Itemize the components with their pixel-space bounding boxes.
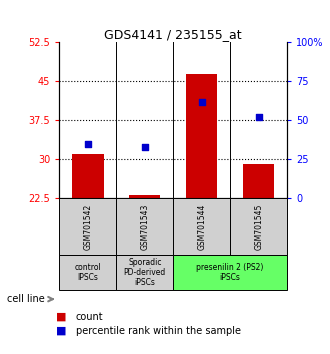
Text: GSM701543: GSM701543 xyxy=(140,203,149,250)
Text: Sporadic
PD-derived
iPSCs: Sporadic PD-derived iPSCs xyxy=(124,258,166,287)
Text: GSM701542: GSM701542 xyxy=(83,204,92,250)
Text: ■: ■ xyxy=(56,312,67,322)
Bar xyxy=(59,255,116,290)
Text: GSM701545: GSM701545 xyxy=(254,203,263,250)
Text: presenilin 2 (PS2)
iPSCs: presenilin 2 (PS2) iPSCs xyxy=(196,263,264,282)
Point xyxy=(142,144,148,150)
Bar xyxy=(129,195,160,198)
Bar xyxy=(243,165,274,198)
Bar xyxy=(59,198,116,255)
Bar xyxy=(72,154,104,198)
Bar xyxy=(173,198,230,255)
Text: ■: ■ xyxy=(56,326,67,336)
Bar xyxy=(116,198,173,255)
Text: cell line: cell line xyxy=(7,294,44,304)
Text: percentile rank within the sample: percentile rank within the sample xyxy=(76,326,241,336)
Text: count: count xyxy=(76,312,104,322)
Bar xyxy=(173,255,287,290)
Title: GDS4141 / 235155_at: GDS4141 / 235155_at xyxy=(104,28,242,41)
Point xyxy=(256,114,261,120)
Point xyxy=(199,99,204,104)
Bar xyxy=(230,198,287,255)
Text: GSM701544: GSM701544 xyxy=(197,203,206,250)
Bar xyxy=(186,74,217,198)
Bar xyxy=(116,255,173,290)
Point xyxy=(85,141,90,147)
Text: control
IPSCs: control IPSCs xyxy=(75,263,101,282)
